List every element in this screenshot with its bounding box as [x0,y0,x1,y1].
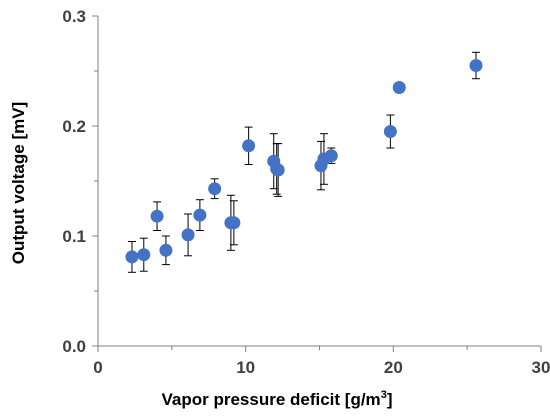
y-tick-label: 0.1 [62,227,86,246]
y-axis-title: Output voltage [mV] [9,102,28,264]
x-tick-label: 10 [236,358,255,377]
y-tick-label: 0.2 [62,117,86,136]
data-point [271,163,285,177]
data-point [242,139,256,153]
data-point [469,59,483,72]
data-points [125,59,483,264]
y-tick-label: 0.3 [62,7,86,26]
x-tick-label: 0 [93,358,102,377]
data-point [150,209,164,223]
x-axis-title: Vapor pressure deficit [g/m3] [162,389,393,409]
data-point [324,149,338,163]
data-point [159,243,173,257]
data-point [227,216,241,230]
data-point [193,208,207,222]
x-axis-title-suffix: ] [387,390,393,409]
data-point [137,248,151,262]
x-axis-title-superscript: 3 [381,389,387,401]
axis-ticks: 0.0 0.1 0.2 0.3 0 10 20 30 [62,7,550,377]
data-point [392,81,406,94]
x-tick-label: 30 [532,358,550,377]
data-point [208,182,222,196]
data-point [383,125,397,138]
data-point [181,228,195,242]
x-axis-title-text: Vapor pressure deficit [g/m [162,390,381,409]
x-tick-label: 20 [384,358,403,377]
error-bars [127,51,481,273]
y-tick-label: 0.0 [62,337,86,356]
data-point [125,250,139,264]
